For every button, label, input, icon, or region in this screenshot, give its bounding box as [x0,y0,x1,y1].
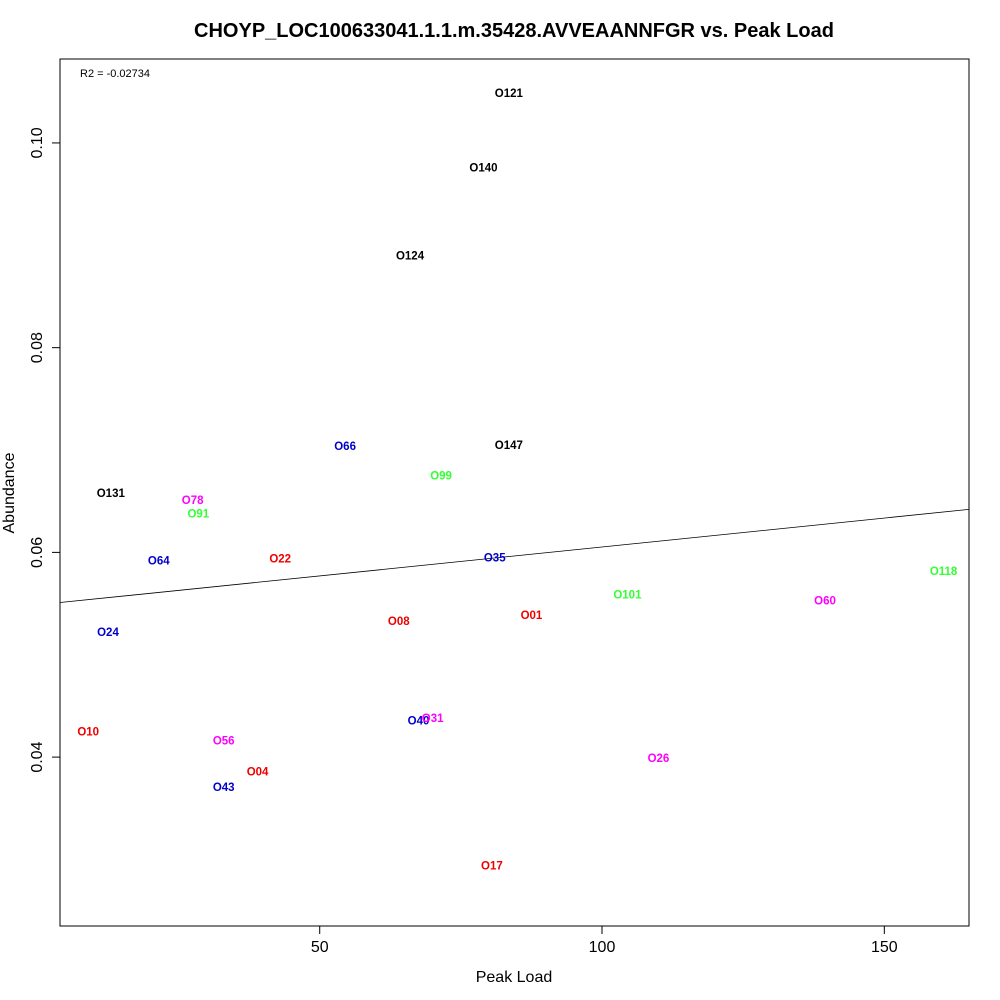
data-point: O01 [521,610,543,622]
x-tick-label: 50 [311,939,329,956]
trend-line [59,508,970,603]
data-point: O17 [481,861,503,873]
data-point: O131 [97,488,126,500]
x-tick-label: 150 [871,939,898,956]
data-point: O10 [77,727,99,739]
data-point: O56 [213,736,235,748]
r2-annotation: R2 = -0.02734 [80,68,150,80]
data-point: O43 [213,782,235,794]
data-point: O60 [814,596,836,608]
x-axis: 50 100 150 [311,926,898,956]
plot-frame [59,58,970,927]
data-point: O35 [484,553,506,565]
data-point: O22 [269,554,291,566]
data-point: O147 [495,440,523,452]
y-tick-label: 0.04 [29,741,46,772]
y-tick-label: 0.08 [29,332,46,363]
y-axis-label: Abundance [1,452,18,533]
data-point: O91 [187,509,209,521]
data-point: O40 [408,715,430,727]
x-axis-label: Peak Load [476,969,553,986]
data-point: O140 [469,163,497,175]
chart-title: CHOYP_LOC100633041.1.1.m.35428.AVVEAANNF… [194,20,834,42]
data-point: O124 [396,251,425,263]
data-points: O121 O140 O124 O147 O131 O66 O99 O78 O91 O64 O22 O3… [77,88,958,873]
y-tick-label: 0.06 [29,537,46,568]
data-point: O66 [334,441,356,453]
data-point: O26 [648,753,670,765]
data-point: O121 [495,88,524,100]
y-tick-label: 0.10 [29,127,46,158]
data-point: O31 [422,713,444,725]
x-tick-label: 100 [589,939,616,956]
y-axis: 0.04 0.06 0.08 0.10 [29,127,60,773]
data-point: O08 [388,616,410,628]
data-point: O78 [182,495,204,507]
data-point: O118 [930,566,958,578]
data-point: O99 [430,471,452,483]
data-point: O24 [97,627,119,639]
data-point: O101 [613,589,642,601]
data-point: O64 [148,556,170,568]
data-point: O04 [247,766,269,778]
